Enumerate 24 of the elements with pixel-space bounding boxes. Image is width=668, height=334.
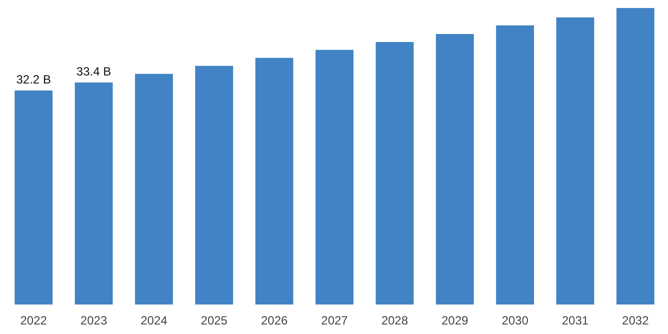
x-tick-label: 2026 — [260, 314, 288, 328]
bar — [616, 8, 654, 304]
bar — [436, 34, 474, 304]
bar — [255, 58, 294, 304]
x-tick-label: 2023 — [80, 314, 108, 328]
x-tick-label: 2031 — [562, 314, 589, 328]
data-label: 33.4 B — [76, 64, 112, 78]
x-tick-label: 2022 — [20, 314, 48, 328]
data-label: 32.2 B — [16, 72, 51, 86]
x-tick-label: 2029 — [442, 314, 469, 328]
bar — [496, 25, 534, 304]
bar — [74, 82, 113, 304]
bar — [556, 17, 594, 304]
x-tick-label: 2028 — [381, 314, 408, 328]
x-tick-label: 2024 — [140, 314, 168, 328]
bar — [14, 90, 53, 304]
bar — [135, 74, 173, 304]
x-tick-label: 2025 — [200, 314, 228, 328]
x-tick-label: 2030 — [502, 314, 529, 328]
bar — [376, 42, 414, 304]
x-tick-label: 2027 — [321, 314, 348, 328]
x-tick-label: 2032 — [622, 314, 650, 328]
bar — [195, 66, 234, 304]
bar — [316, 50, 354, 304]
